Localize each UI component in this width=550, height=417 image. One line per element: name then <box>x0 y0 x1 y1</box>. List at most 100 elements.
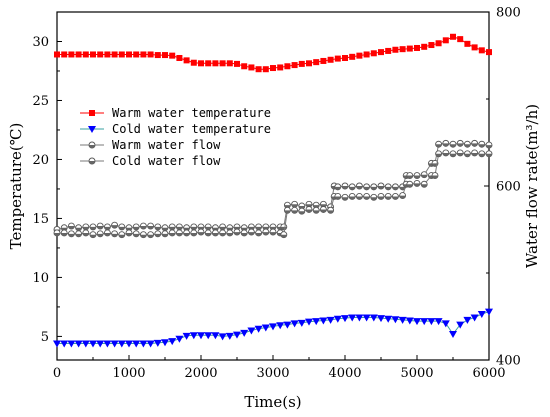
data-point <box>96 340 105 348</box>
data-point <box>147 51 154 58</box>
data-point <box>89 340 97 348</box>
data-point <box>211 332 220 340</box>
data-point <box>485 141 493 149</box>
data-point <box>464 40 471 47</box>
data-point <box>277 64 284 71</box>
data-point <box>449 140 457 148</box>
data-point <box>326 316 335 324</box>
series-cold-water-flow <box>53 149 493 239</box>
data-point <box>111 221 119 229</box>
legend-marker <box>88 157 96 165</box>
data-point <box>175 335 184 343</box>
data-point <box>348 314 357 322</box>
y-left-tick-label: 20 <box>32 153 49 168</box>
data-point <box>53 340 61 348</box>
data-point <box>435 150 443 158</box>
data-point <box>441 320 450 328</box>
data-point <box>67 222 75 230</box>
data-point <box>334 192 342 200</box>
data-point <box>233 228 241 236</box>
data-point <box>161 230 169 238</box>
data-point <box>312 206 320 214</box>
data-point <box>431 172 439 180</box>
data-point <box>190 223 198 231</box>
data-point <box>377 192 385 200</box>
y-left-tick-label: 5 <box>41 330 49 345</box>
legend-marker <box>88 126 96 133</box>
data-point <box>435 40 442 47</box>
data-point <box>255 66 262 73</box>
data-point <box>370 183 378 191</box>
data-point <box>111 51 118 58</box>
data-point <box>219 229 227 237</box>
data-point <box>74 340 83 348</box>
y-left-tick-label: 25 <box>32 94 49 109</box>
data-point <box>291 62 298 69</box>
data-point <box>457 36 464 43</box>
data-point <box>255 229 263 237</box>
data-point <box>125 340 133 348</box>
data-point <box>363 51 370 58</box>
data-point <box>363 192 371 200</box>
y-left-tick-label: 30 <box>32 35 49 50</box>
data-point <box>81 340 90 348</box>
data-point <box>226 229 234 237</box>
legend-label: Cold water temperature <box>112 122 271 136</box>
data-point <box>147 231 155 239</box>
data-point <box>470 314 479 322</box>
data-point <box>420 171 428 179</box>
data-point <box>240 329 249 337</box>
legend-item: Cold water temperature <box>80 122 271 136</box>
data-point <box>341 315 349 323</box>
data-point <box>132 223 140 231</box>
legend-marker <box>89 110 95 116</box>
data-point <box>211 229 219 237</box>
data-point <box>384 192 392 200</box>
data-point <box>442 139 450 147</box>
data-point <box>405 317 414 325</box>
data-point <box>421 43 428 50</box>
data-point <box>413 172 421 180</box>
data-point <box>133 51 140 58</box>
data-point <box>240 229 248 237</box>
data-point <box>103 223 111 231</box>
x-tick-label: 2000 <box>184 366 217 381</box>
y-right-tick-label: 600 <box>496 180 521 195</box>
y-left-tick-label: 10 <box>32 271 49 286</box>
data-point <box>219 223 227 231</box>
x-tick-label: 6000 <box>472 366 505 381</box>
data-point <box>355 182 363 190</box>
data-point <box>132 230 140 238</box>
legend-marker <box>88 141 96 149</box>
data-point <box>168 229 176 237</box>
data-point <box>370 193 378 201</box>
data-point <box>254 325 263 333</box>
data-point <box>175 223 183 231</box>
data-point <box>449 150 457 158</box>
data-point <box>189 332 198 340</box>
data-point <box>262 66 269 73</box>
data-point <box>205 60 212 67</box>
data-point <box>280 231 288 239</box>
data-point <box>477 310 486 318</box>
data-point <box>140 51 147 58</box>
data-point <box>117 340 126 348</box>
data-point <box>341 193 349 201</box>
data-point <box>334 183 342 191</box>
data-point <box>355 314 364 322</box>
data-point <box>255 223 263 231</box>
data-point <box>427 318 436 326</box>
data-point <box>96 230 104 238</box>
x-tick-label: 3000 <box>256 366 289 381</box>
data-point <box>463 316 472 324</box>
series-cold-water-temperature <box>53 308 493 348</box>
data-point <box>270 65 276 72</box>
y-left-tick-label: 15 <box>32 212 49 227</box>
data-point <box>297 319 306 327</box>
data-point <box>190 229 198 237</box>
data-point <box>463 150 471 158</box>
data-point <box>176 55 183 62</box>
data-point <box>420 180 428 188</box>
data-point <box>162 52 168 59</box>
data-point <box>399 46 406 53</box>
